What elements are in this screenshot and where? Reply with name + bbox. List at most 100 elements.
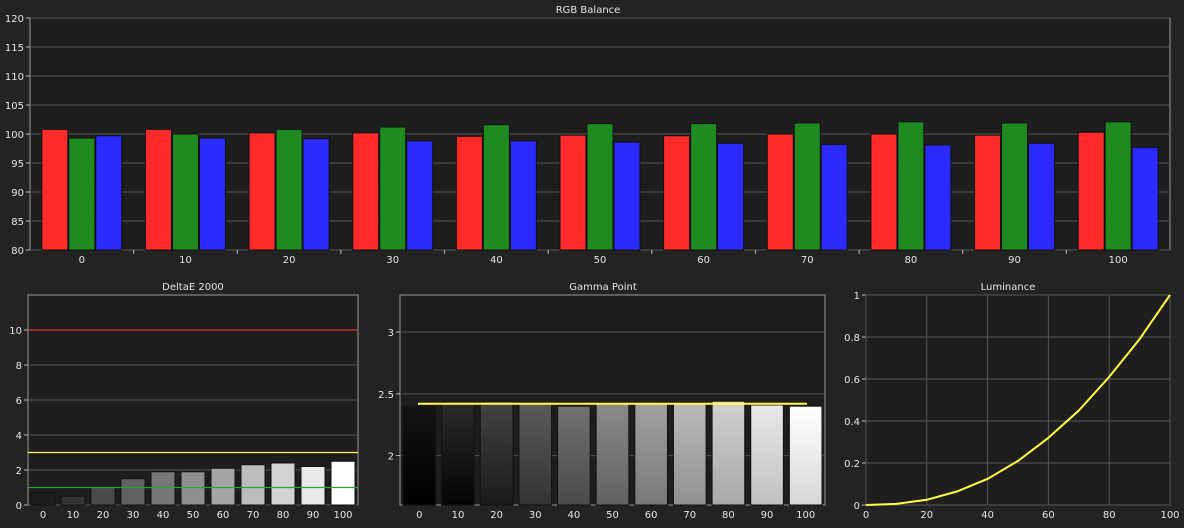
- deltae-xtick-label: 40: [157, 510, 170, 521]
- rgb-bar-green: [897, 121, 925, 251]
- gamma-bar: [595, 403, 630, 506]
- luminance-title: Luminance: [981, 282, 1036, 293]
- luminance-ytick-label: 0.2: [844, 459, 860, 470]
- rgb-xtick-label: 90: [1008, 255, 1021, 266]
- rgb-ytick-label: 95: [11, 159, 24, 170]
- gamma-bar: [518, 403, 553, 506]
- rgb-bar-red: [974, 134, 1002, 251]
- rgb-bar-green: [379, 126, 407, 251]
- gamma-bar: [750, 404, 784, 506]
- luminance-ytick-label: 0: [854, 501, 860, 512]
- rgb-bar-blue: [613, 141, 641, 251]
- deltae-xtick-label: 20: [97, 510, 110, 521]
- deltae-ytick-label: 2: [16, 466, 22, 477]
- rgb-ytick-label: 80: [11, 246, 24, 257]
- luminance-curve: [865, 294, 1171, 506]
- gamma-bar: [672, 403, 707, 506]
- rgb-bar-green: [68, 137, 96, 251]
- luminance-xtick-label: 60: [1042, 510, 1055, 521]
- deltae-bar: [300, 466, 326, 506]
- deltae-bar: [270, 462, 296, 506]
- deltae-title: DeltaE 2000: [162, 282, 224, 293]
- rgb-bar-red: [248, 132, 276, 251]
- luminance-xtick-label: 20: [920, 510, 933, 521]
- rgb-bar-red: [663, 135, 691, 251]
- rgb-bar-red: [144, 128, 172, 251]
- rgb-bar-blue: [509, 140, 537, 251]
- rgb-bar-green: [482, 124, 510, 251]
- luminance-xtick-label: 100: [1160, 510, 1179, 521]
- luminance-ytick-label: 1: [854, 291, 860, 302]
- rgb-bar-red: [559, 134, 587, 251]
- rgb-xtick-label: 50: [594, 255, 607, 266]
- rgb-bar-green: [171, 133, 199, 251]
- deltae-ytick-label: 4: [16, 431, 22, 442]
- deltae-ytick-label: 8: [16, 361, 22, 372]
- gamma-xtick-label: 70: [683, 510, 696, 521]
- rgb-xtick-label: 0: [79, 255, 85, 266]
- rgb-xtick-label: 20: [283, 255, 296, 266]
- deltae-ytick-label: 6: [16, 396, 22, 407]
- gamma-bar: [441, 400, 475, 506]
- rgb-bar-red: [455, 135, 483, 251]
- rgb-ytick-label: 105: [5, 101, 24, 112]
- gamma-xtick-label: 40: [567, 510, 580, 521]
- luminance-ytick-label: 0.6: [844, 375, 860, 386]
- deltae-xtick-label: 10: [67, 510, 80, 521]
- rgb-bar-red: [766, 133, 794, 251]
- rgb-bar-green: [586, 123, 614, 251]
- rgb-balance-title: RGB Balance: [556, 5, 621, 16]
- rgb-bar-red: [41, 128, 69, 251]
- deltae-xtick-label: 70: [247, 510, 260, 521]
- rgb-xtick-label: 10: [179, 255, 192, 266]
- rgb-bar-green: [793, 122, 821, 251]
- rgb-bar-green: [1001, 122, 1029, 251]
- deltae-bar: [210, 467, 236, 506]
- deltae-xtick-label: 50: [187, 510, 200, 521]
- deltae-xtick-label: 90: [307, 510, 320, 521]
- rgb-xtick-label: 100: [1109, 255, 1128, 266]
- gamma-xtick-label: 0: [416, 510, 422, 521]
- gamma-xtick-label: 100: [796, 510, 815, 521]
- gamma-xtick-label: 50: [606, 510, 619, 521]
- rgb-bar-blue: [1131, 146, 1159, 251]
- rgb-bar-blue: [1028, 142, 1056, 251]
- rgb-xtick-label: 60: [697, 255, 710, 266]
- gamma-bar: [711, 400, 746, 506]
- deltae-bar: [90, 487, 116, 506]
- rgb-bar-green: [1104, 121, 1132, 251]
- gamma-point-panel: Gamma Point 22.530 10 20 30 40 50 60 70 80 90 100: [378, 282, 826, 521]
- rgb-ytick-label: 110: [5, 72, 24, 83]
- rgb-ytick-label: 115: [5, 43, 24, 54]
- rgb-ytick-label: 100: [5, 130, 24, 141]
- gamma-bar: [479, 400, 514, 506]
- luminance-xtick-label: 40: [981, 510, 994, 521]
- rgb-xtick-label: 70: [801, 255, 814, 266]
- gamma-xtick-label: 30: [529, 510, 542, 521]
- rgb-bar-red: [352, 132, 380, 251]
- rgb-bar-red: [1077, 131, 1105, 251]
- luminance-ytick-label: 0.4: [844, 417, 860, 428]
- gamma-bar: [402, 405, 437, 506]
- gamma-ytick-label: 3: [388, 328, 394, 339]
- deltae-xtick-label: 0: [40, 510, 46, 521]
- rgb-balance-panel: RGB Balance 80 85 90 95 100 105 110 115 120 0 10 20…: [5, 5, 1171, 266]
- luminance-panel: Luminance 0 0.2 0.4 0.6 0.8 1 0 20 40 60 80 100: [844, 282, 1179, 521]
- deltae-xtick-label: 80: [277, 510, 290, 521]
- deltae-bar: [240, 464, 266, 506]
- luminance-xtick-label: 0: [863, 510, 869, 521]
- rgb-bar-blue: [198, 137, 226, 251]
- rgb-bar-blue: [820, 143, 848, 251]
- rgb-bar-blue: [95, 135, 123, 251]
- rgb-xtick-label: 80: [905, 255, 918, 266]
- gamma-xtick-label: 80: [722, 510, 735, 521]
- luminance-ytick-label: 0.8: [844, 333, 860, 344]
- rgb-bar-blue: [717, 142, 745, 251]
- rgb-bar-blue: [924, 144, 952, 251]
- rgb-bar-blue: [406, 140, 434, 251]
- luminance-plot-area: [865, 294, 1171, 506]
- rgb-bar-red: [870, 133, 898, 251]
- deltae-xtick-label: 30: [127, 510, 140, 521]
- gamma-bar: [557, 405, 591, 506]
